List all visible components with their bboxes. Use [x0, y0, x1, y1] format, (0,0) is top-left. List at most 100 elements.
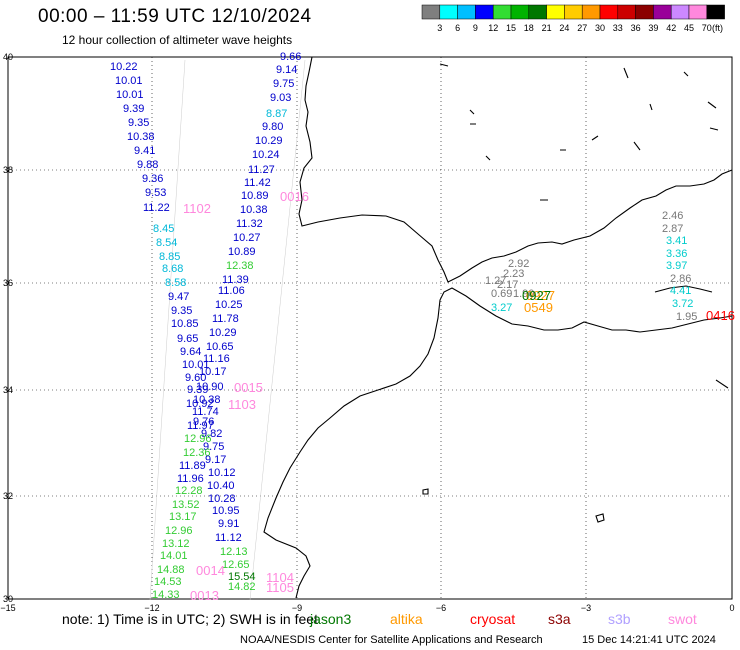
- wave-height-reading: 11.39: [222, 274, 249, 286]
- legend-swatch: [706, 4, 725, 20]
- legend-swatch: [688, 4, 708, 20]
- legend-swatch: [599, 4, 619, 20]
- wave-height-reading: 8.45: [153, 223, 174, 235]
- wave-height-reading: 3.41: [666, 235, 687, 247]
- wave-height-reading: 11.22: [143, 202, 170, 214]
- wave-height-reading: 14.33: [152, 589, 180, 601]
- wave-height-reading: 12.28: [175, 485, 203, 497]
- wave-height-reading: 11.27: [248, 164, 275, 176]
- wave-height-reading: 13.52: [172, 499, 200, 511]
- wave-height-reading: 9.39: [187, 384, 208, 396]
- wave-height-reading: 14.88: [157, 564, 185, 576]
- wave-height-reading: 9.88: [137, 159, 158, 171]
- latitude-label: 36: [3, 278, 13, 288]
- wave-height-reading: 9.75: [273, 78, 294, 90]
- longitude-label: −6: [436, 603, 446, 613]
- wave-height-reading: 14.53: [154, 576, 182, 588]
- wave-height-reading: 10.92: [186, 398, 214, 410]
- legend-tick-label: 33: [613, 23, 623, 33]
- legend-tick-label: 21: [542, 23, 552, 33]
- wave-height-reading: 11.12: [215, 532, 242, 544]
- africa-coast: [263, 287, 733, 599]
- wave-height-reading: 11.06: [218, 285, 245, 297]
- latitude-label: 32: [3, 491, 13, 501]
- legend-swatch: [564, 4, 583, 20]
- wave-height-reading: 10.29: [209, 327, 237, 339]
- legend-tick-label: 27: [577, 23, 587, 33]
- color-legend: 3 6 9 12 15 18 21 24 27 30 33 36 39 42 45 70 (ft): [421, 4, 725, 33]
- legend-tick-label: 24: [559, 23, 569, 33]
- wave-height-reading: 12.38: [226, 260, 254, 272]
- wave-height-reading: 9.47: [168, 291, 189, 303]
- legend-swatch: [528, 4, 547, 20]
- legend-swatch: [475, 4, 494, 20]
- wave-height-reading: 11.96: [177, 473, 204, 485]
- longitude-label: −3: [581, 603, 591, 613]
- wave-height-reading: 10.12: [208, 467, 236, 479]
- wave-height-reading: 10.90: [196, 381, 224, 393]
- pass-time-label: 0013: [190, 588, 219, 603]
- wave-height-reading: 2.46: [662, 210, 683, 222]
- coastline: [263, 56, 733, 599]
- satellite-s3b: s3b: [608, 611, 631, 627]
- wave-height-reading: 2.87: [662, 223, 683, 235]
- balearic-islands: [654, 285, 713, 293]
- wave-height-reading: 9.36: [142, 173, 163, 185]
- legend-swatch: [421, 4, 441, 20]
- legend-tick-label: 42: [666, 23, 676, 33]
- wave-height-reading: 1.27: [485, 275, 506, 287]
- legend-tick-label: 30: [595, 23, 605, 33]
- pass-time-label: 0927: [526, 288, 555, 303]
- wave-height-reading: 12.96: [165, 525, 193, 537]
- wave-height-reading: 9.14: [276, 64, 297, 76]
- longitude-label: 0: [729, 603, 734, 613]
- wave-height-reading: 12.96: [184, 433, 212, 445]
- wave-height-reading: 10.65: [206, 341, 234, 353]
- wave-height-reading: 10.89: [241, 190, 269, 202]
- legend-tick-label: 12: [488, 23, 498, 33]
- wave-height-reading: 10.01: [182, 359, 210, 371]
- legend-swatch: [653, 4, 672, 20]
- wave-height-reading: 9.03: [270, 92, 291, 104]
- legend-swatch: [546, 4, 565, 20]
- credit: NOAA/NESDIS Center for Satellite Applica…: [240, 634, 543, 646]
- small-island-1: [595, 513, 605, 523]
- wave-height-reading: 10.38: [127, 131, 155, 143]
- latitude-label: 38: [3, 165, 13, 175]
- wave-height-reading: 12.65: [222, 559, 250, 571]
- wave-height-reading: 2.86: [670, 273, 691, 285]
- wave-height-reading: 11.42: [244, 177, 271, 189]
- wave-height-reading: 0.69: [491, 288, 512, 300]
- wave-height-reading: 10.01: [116, 89, 144, 101]
- axis-labels: 40 38 36 34 32 30−15 −12 −9 −6 −3 0: [0, 52, 734, 613]
- wave-height-reading: 15.54: [228, 571, 256, 583]
- wave-height-reading: 1.95: [676, 311, 697, 323]
- generated-date: 15 Dec 14:21:41 UTC 2024: [582, 634, 716, 646]
- longitude-label: −9: [292, 603, 302, 613]
- wave-height-reading: 1.90: [513, 288, 534, 300]
- wave-height-reading: 9.60: [185, 372, 206, 384]
- wave-height-reading: 10.89: [228, 246, 256, 258]
- pass-time-label: 1104: [266, 570, 294, 585]
- legend-tick-label: 6: [455, 23, 460, 33]
- wave-height-reading: 3.36: [666, 248, 687, 260]
- wave-height-reading: 12.36: [183, 447, 211, 459]
- ground-tracks: [149, 59, 306, 601]
- wave-height-reading: 8.54: [156, 237, 177, 249]
- pass-time-label: 1105: [266, 580, 294, 595]
- map-subtitle: 12 hour collection of altimeter wave hei…: [62, 33, 293, 47]
- wave-height-reading: 9.80: [262, 121, 283, 133]
- wave-height-reading: 9.76: [193, 416, 214, 428]
- wave-height-reading: 3.72: [672, 298, 693, 310]
- legend-swatch: [581, 4, 601, 20]
- wave-height-reading: 4.41: [670, 285, 691, 297]
- wave-height-reading: 10.95: [212, 505, 240, 517]
- wave-height-reading: 9.91: [218, 518, 239, 530]
- legend-tick-label: 15: [506, 23, 516, 33]
- atlas-lakes: [439, 63, 729, 389]
- wave-height-reading: 11.97: [187, 420, 214, 432]
- pass-time-label: 0927: [522, 288, 551, 303]
